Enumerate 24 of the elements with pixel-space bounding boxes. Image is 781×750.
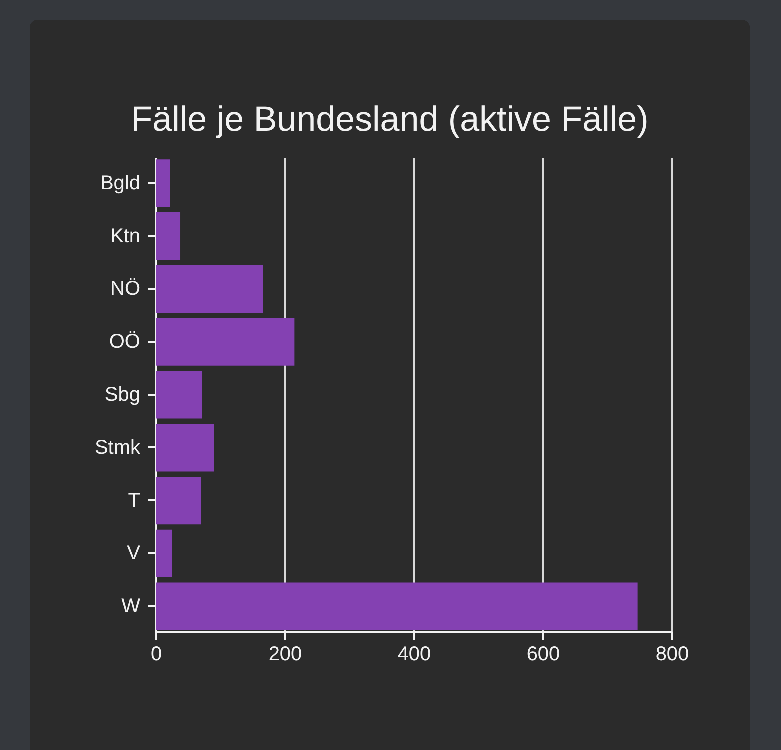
x-tick-label: 0	[150, 644, 162, 666]
x-tick-label: 600	[526, 644, 560, 666]
bar	[156, 318, 295, 366]
bar	[156, 582, 638, 630]
bar	[156, 160, 170, 208]
bar	[156, 371, 202, 419]
y-tick-label: Bgld	[100, 172, 140, 194]
y-tick-label: NÖ	[110, 278, 140, 300]
bar	[156, 424, 214, 472]
y-tick-label: V	[127, 542, 142, 565]
y-tick-label: Sbg	[104, 384, 140, 406]
x-tick-label: 400	[398, 644, 432, 666]
x-tick-label: 200	[268, 644, 302, 666]
bar	[156, 212, 181, 260]
bar	[156, 530, 172, 578]
chart-title: Fälle je Bundesland (aktive Fälle)	[131, 100, 649, 139]
y-tick-label: Stmk	[94, 436, 142, 459]
bar	[156, 265, 264, 313]
y-tick-label: T	[128, 490, 140, 512]
y-tick-label: OÖ	[109, 331, 140, 354]
bar	[156, 477, 202, 525]
x-tick-label: 800	[656, 644, 690, 666]
y-tick-label: Ktn	[110, 225, 140, 248]
y-tick-label: W	[122, 596, 141, 618]
